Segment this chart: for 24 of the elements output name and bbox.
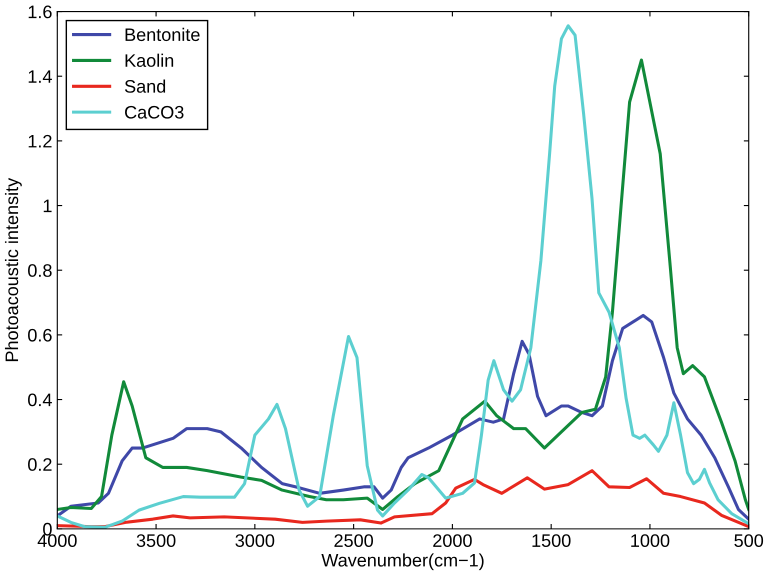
y-tick-label: 0.2 [28,458,52,471]
legend-label: Sand [124,80,166,93]
x-tick-label: 500 [734,534,764,547]
x-tick-label: 3000 [235,534,274,547]
y-tick-label: 1 [44,200,52,212]
legend-label: Kaolin [126,54,174,67]
y-tick-label: 1.4 [28,70,52,83]
x-tick-label: 3500 [136,534,176,547]
x-tick-label: 1500 [532,534,571,547]
y-tick-label: 0.4 [28,393,52,406]
x-tick-label: 2500 [334,534,373,547]
x-tick-label: 1000 [631,534,670,547]
x-axis-title: Wavenumber(cm−1) [321,553,484,570]
y-tick-label: 0.6 [28,328,52,342]
y-tick-label: 0 [43,522,52,536]
line-series [57,314,749,521]
y-tick-label: 1.6 [28,5,52,18]
legend-label: CaCO3 [125,106,184,119]
y-tick-label: 0.8 [28,264,52,277]
x-tick-label: 4000 [38,534,77,547]
y-tick-label: 1.2 [28,134,52,148]
y-axis-title: Photoacoustic intensity [4,178,22,362]
x-tick-label: 2000 [433,534,472,547]
legend-label: Bentonite [126,28,200,42]
